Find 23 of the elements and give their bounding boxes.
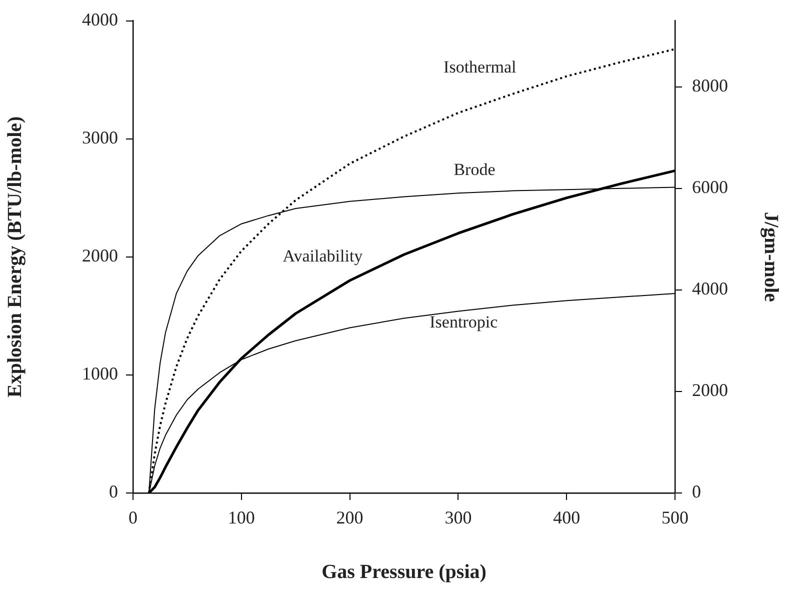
x-tick-label: 300 [444, 508, 472, 528]
y2-tick-label: 6000 [692, 177, 728, 198]
y2-tick-label: 0 [692, 482, 701, 502]
y2-axis-title: J/gm-mole [760, 212, 782, 302]
y-tick-label: 3000 [82, 128, 118, 148]
x-tick-label: 200 [336, 508, 364, 528]
y-tick-label: 1000 [82, 364, 118, 384]
x-axis-title: Gas Pressure (psia) [322, 561, 486, 584]
y-tick-label: 2000 [82, 246, 118, 266]
y-tick-label: 4000 [82, 10, 118, 30]
y2-tick-label: 2000 [692, 380, 728, 400]
series-label: Isothermal [444, 57, 517, 76]
x-tick-label: 100 [228, 508, 255, 528]
x-tick-label: 500 [662, 508, 688, 528]
y-tick-label: 0 [109, 482, 118, 502]
series-label: Availability [282, 246, 364, 266]
y2-tick-label: 4000 [692, 278, 728, 299]
series-label: Isentropic [430, 312, 498, 332]
y2-tick-label: 8000 [692, 76, 728, 96]
y-axis-title: Explosion Energy (BTU/lb-mole) [4, 116, 26, 398]
series-label: Brode [454, 160, 496, 180]
x-tick-label: 400 [553, 508, 580, 528]
x-tick-label: 0 [128, 508, 138, 528]
